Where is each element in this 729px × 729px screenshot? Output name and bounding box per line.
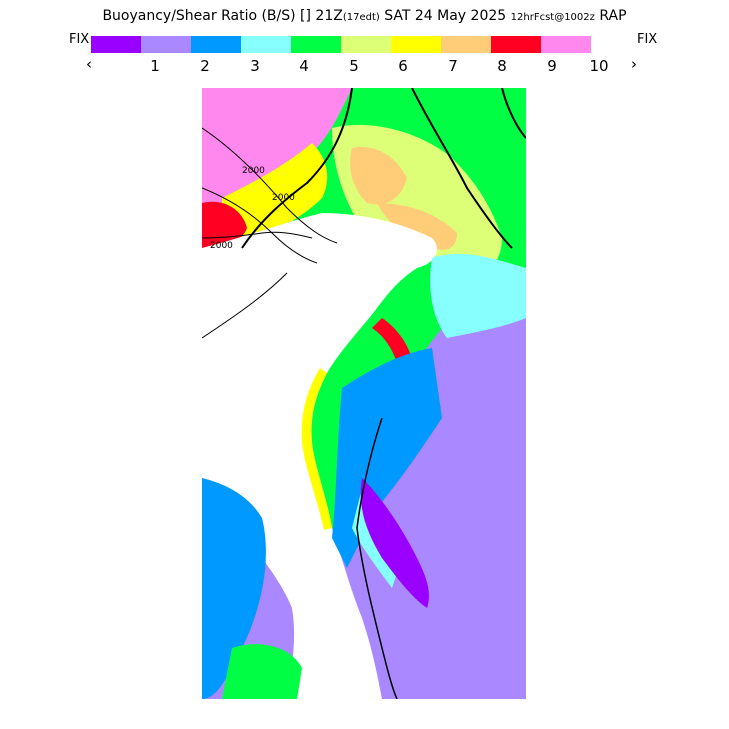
- contour-label-2: 2000: [272, 193, 295, 203]
- map-title: Buoyancy/Shear Ratio (B/S) [] 21Z(17edt)…: [0, 8, 729, 24]
- region-blue-sw: [202, 478, 266, 699]
- region-orange-north-2: [377, 203, 457, 250]
- region-pink-nw: [202, 88, 352, 208]
- region-cyan-east: [430, 253, 526, 338]
- color-legend-bar: [91, 36, 591, 53]
- title-fcst: 12hrFcst@1002z: [510, 12, 595, 23]
- chevron-left-icon[interactable]: ‹: [86, 55, 92, 73]
- legend-swatch-0: [91, 36, 141, 53]
- contour-line-4: [202, 272, 288, 339]
- legend-swatch-6: [391, 36, 441, 53]
- legend-tick-2: 2: [200, 57, 210, 75]
- legend-swatch-3: [241, 36, 291, 53]
- region-orange-north: [350, 147, 407, 205]
- title-date: SAT 24 May 2025: [384, 8, 507, 24]
- legend-tick-6: 6: [398, 57, 408, 75]
- legend-tick-10: 10: [589, 57, 609, 75]
- ratio-map: 2000 2000 2000: [202, 88, 526, 699]
- legend-tick-8: 8: [497, 57, 507, 75]
- title-edt: (17edt): [342, 12, 380, 23]
- fix-left-label[interactable]: FIX: [69, 32, 90, 47]
- chevron-right-icon[interactable]: ›: [631, 55, 637, 73]
- legend-tick-3: 3: [250, 57, 260, 75]
- state-border-lines: [241, 88, 526, 249]
- region-yellow-nw: [222, 143, 328, 248]
- contour-label-1: 2000: [242, 166, 265, 176]
- band-red-edge: [372, 318, 412, 363]
- region-green-sw: [222, 644, 302, 699]
- legend-swatch-4: [291, 36, 341, 53]
- fix-right-label[interactable]: FIX: [637, 32, 658, 47]
- contour-label-3: 2000: [210, 241, 233, 251]
- contour-line-1: [202, 127, 338, 244]
- contour-line-3: [202, 231, 313, 239]
- legend-tick-9: 9: [547, 57, 557, 75]
- legend-swatch-9: [541, 36, 591, 53]
- legend-swatch-5: [341, 36, 391, 53]
- legend-swatch-2: [191, 36, 241, 53]
- legend-tick-4: 4: [299, 57, 309, 75]
- band-yellow-edge: [301, 368, 332, 530]
- legend-swatch-7: [441, 36, 491, 53]
- contour-line-2: [202, 187, 318, 264]
- region-purple-core: [360, 478, 429, 608]
- legend-tick-7: 7: [448, 57, 458, 75]
- region-white-clear: [202, 213, 437, 699]
- legend-swatch-8: [491, 36, 541, 53]
- legend-tick-5: 5: [349, 57, 359, 75]
- title-model: RAP: [599, 8, 627, 24]
- coastline-south: [356, 417, 398, 699]
- legend-swatch-1: [141, 36, 191, 53]
- legend-tick-1: 1: [150, 57, 160, 75]
- title-main: Buoyancy/Shear Ratio (B/S) [] 21Z: [102, 8, 343, 24]
